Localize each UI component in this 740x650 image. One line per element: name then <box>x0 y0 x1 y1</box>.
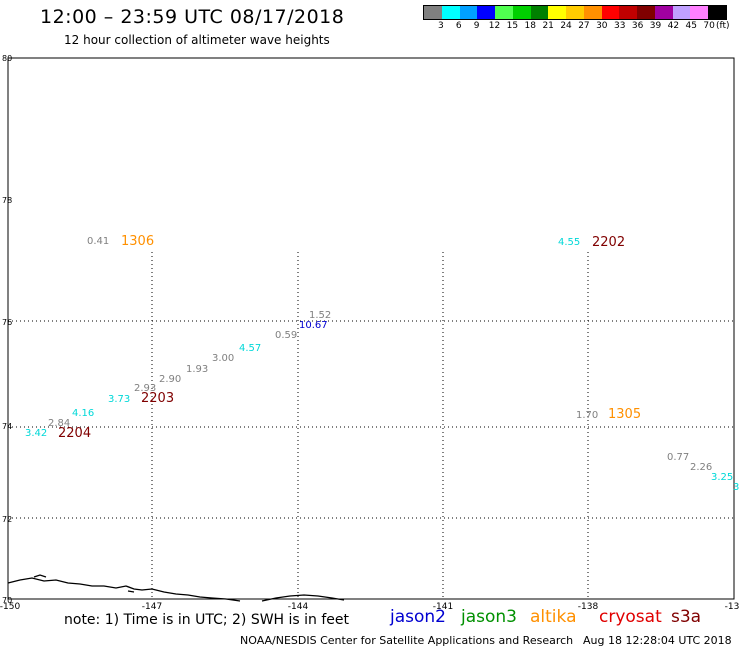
color-scale-label: 21 <box>542 21 554 31</box>
longitude-label: -150 <box>0 602 20 612</box>
color-swatch <box>601 6 620 19</box>
track-id-label: 2203 <box>141 391 174 406</box>
track-id-label: 1305 <box>608 407 641 422</box>
wave-height-value: 3.42 <box>25 428 47 439</box>
color-swatch <box>654 6 673 19</box>
page-subtitle: 12 hour collection of altimeter wave hei… <box>64 33 330 47</box>
wave-height-value: 0.41 <box>87 236 109 247</box>
longitude-label: -147 <box>142 602 162 612</box>
longitude-label: -141 <box>433 602 453 612</box>
longitude-label: -138 <box>578 602 599 612</box>
map-frame <box>7 57 735 600</box>
wave-height-value: 4.16 <box>72 408 94 419</box>
satellite-name: jason2 <box>390 607 446 627</box>
color-swatch <box>619 6 638 19</box>
wave-height-value: 3 <box>733 482 739 493</box>
latitude-label: 74 <box>2 422 12 431</box>
wave-height-value: 4.57 <box>239 343 261 354</box>
satellite-name: cryosat <box>599 607 662 627</box>
color-swatch <box>530 6 549 19</box>
color-swatch <box>690 6 709 19</box>
credit-text: NOAA/NESDIS Center for Satellite Applica… <box>240 634 574 647</box>
color-scale-label: 12 <box>488 21 501 31</box>
satellite-name: jason3 <box>461 607 517 627</box>
color-swatch <box>441 6 460 19</box>
color-swatch <box>459 6 478 19</box>
color-swatch <box>548 6 567 19</box>
color-scale-label: 36 <box>631 21 644 31</box>
color-scale-label: 39 <box>649 21 662 31</box>
color-swatch <box>424 6 442 19</box>
wave-height-value: 3.00 <box>212 353 234 364</box>
wave-height-value: 2.90 <box>159 374 181 385</box>
color-swatch <box>477 6 496 19</box>
wave-height-value: 2.93 <box>134 383 156 394</box>
color-scale-label: 45 <box>685 21 697 31</box>
wave-height-value: 3.73 <box>108 394 130 405</box>
wave-height-value: 1.52 <box>309 310 331 321</box>
color-swatch <box>566 6 584 19</box>
satellite-name: altika <box>530 607 577 627</box>
coastline <box>261 594 345 602</box>
generated-timestamp: Aug 18 12:28:04 UTC 2018 <box>583 634 732 647</box>
footer-note: note: 1) Time is in UTC; 2) SWH is in fe… <box>64 612 350 628</box>
color-scale-label: 3 <box>438 21 444 31</box>
wave-height-value: 1.70 <box>576 410 598 421</box>
wave-height-value: 10.67 <box>299 320 328 331</box>
latitude-label: 70 <box>2 596 12 605</box>
wave-height-value: 2.84 <box>48 418 70 429</box>
color-scale-label: 30 <box>596 21 608 31</box>
track-id-label: 1306 <box>121 234 154 249</box>
color-scale-label: 70 <box>703 21 715 31</box>
wave-height-value: 0.59 <box>275 330 297 341</box>
color-scale-label: 33 <box>613 21 626 31</box>
wave-height-value: 3.25 <box>711 472 733 483</box>
color-swatch <box>495 6 513 19</box>
color-swatch <box>583 6 602 19</box>
color-scale-label: 15 <box>506 21 519 31</box>
coastline <box>7 574 241 602</box>
latitude-label: 76 <box>2 318 12 327</box>
latitude-label: 80 <box>2 54 12 63</box>
longitude-label: -144 <box>288 602 309 612</box>
color-swatch <box>512 6 531 19</box>
color-scale-bar <box>423 5 727 20</box>
color-scale-label: 24 <box>560 21 572 31</box>
track-id-label: 2204 <box>58 426 91 441</box>
color-scale-unit: (ft) <box>716 21 730 31</box>
satellite-name: s3a <box>671 607 702 627</box>
longitude-label: -13 <box>725 602 740 612</box>
page-title: 12:00 – 23:59 UTC 08/17/2018 <box>40 6 345 28</box>
track-id-label: 2202 <box>592 235 625 250</box>
wave-height-value: 0.77 <box>667 452 689 463</box>
color-swatch <box>708 6 727 19</box>
wave-height-value: 4.55 <box>558 237 580 248</box>
color-swatch <box>672 6 691 19</box>
color-scale-label: 18 <box>524 21 537 31</box>
color-swatch <box>637 6 655 19</box>
color-scale-label: 42 <box>667 21 680 31</box>
wave-height-value: 1.93 <box>186 364 208 375</box>
color-scale-labels: 3 6 9 12 15 18 21 24 27 30 33 36 39 42 45 70 <box>423 21 727 33</box>
color-scale-label: 27 <box>578 21 590 31</box>
wave-height-value: 2.26 <box>690 462 712 473</box>
latitude-label: 72 <box>2 515 12 524</box>
latitude-label: 78 <box>2 196 12 205</box>
color-scale-label: 6 <box>455 21 462 31</box>
color-scale-label: 9 <box>473 21 480 31</box>
